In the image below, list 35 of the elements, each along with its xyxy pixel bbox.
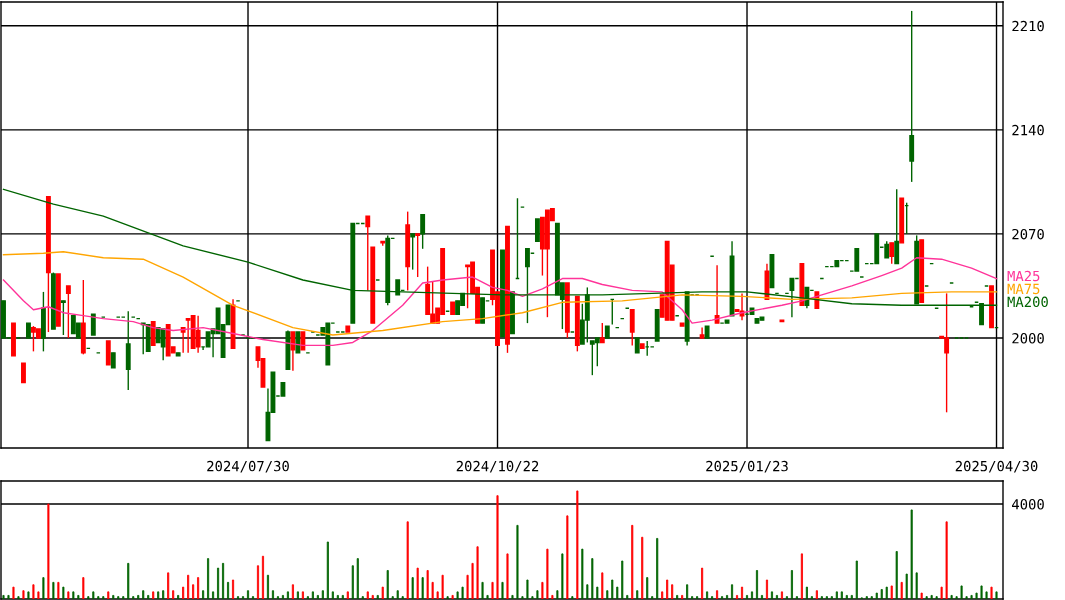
candlestick bbox=[594, 337, 600, 367]
candlestick bbox=[894, 188, 900, 265]
series-label: MA75 bbox=[1007, 283, 1040, 295]
candlestick bbox=[415, 233, 421, 278]
candlestick bbox=[290, 331, 296, 372]
x-tick-label: 2024/10/22 bbox=[456, 460, 539, 473]
y-tick-label: 2140 bbox=[1012, 124, 1044, 136]
candlestick bbox=[105, 340, 111, 366]
x-tick-label: 2024/07/30 bbox=[207, 460, 289, 473]
x-tick-label: 2025/01/23 bbox=[706, 460, 788, 473]
candlestick bbox=[465, 264, 471, 309]
candlestick bbox=[410, 233, 416, 271]
candlestick bbox=[599, 322, 605, 344]
candlestick bbox=[629, 309, 635, 347]
line-series bbox=[2, 257, 998, 347]
line-series bbox=[2, 251, 998, 336]
candlestick bbox=[365, 215, 371, 292]
candlestick bbox=[420, 213, 426, 250]
x-tick-label: 2025/04/30 bbox=[955, 460, 1038, 473]
candlestick bbox=[854, 248, 860, 272]
series-label: MA200 bbox=[1007, 296, 1048, 308]
candlestick bbox=[60, 300, 66, 336]
candlestick bbox=[160, 328, 166, 361]
y-tick-label: 2210 bbox=[1012, 20, 1044, 32]
candlestick bbox=[295, 331, 301, 354]
y-tick-label: 4000 bbox=[1012, 499, 1044, 510]
candlestick bbox=[534, 218, 540, 243]
candlestick bbox=[195, 314, 201, 354]
candlestick bbox=[714, 264, 720, 324]
candlestick bbox=[65, 285, 71, 339]
candlestick bbox=[21, 362, 26, 384]
y-tick-label: 2000 bbox=[1012, 332, 1044, 344]
series-label: MA25 bbox=[1007, 270, 1040, 282]
candlestick bbox=[889, 242, 895, 265]
y-tick-label: 2070 bbox=[1012, 228, 1044, 240]
